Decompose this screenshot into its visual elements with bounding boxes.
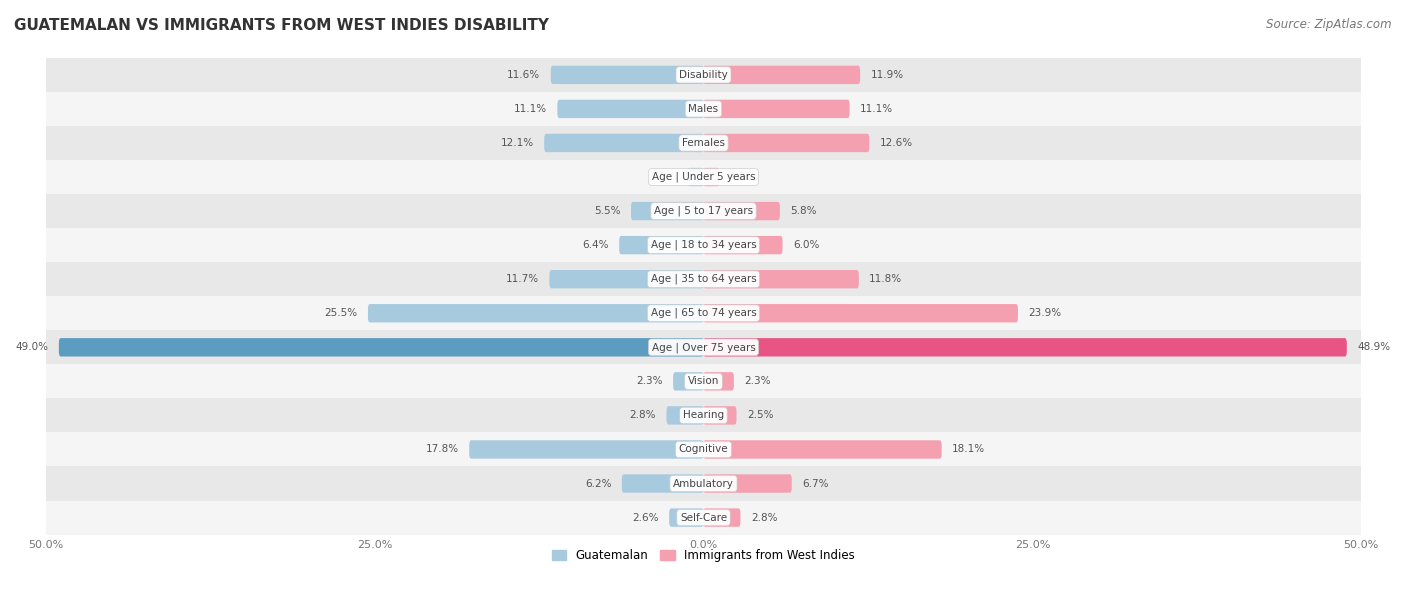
FancyBboxPatch shape (551, 65, 703, 84)
FancyBboxPatch shape (703, 202, 780, 220)
FancyBboxPatch shape (673, 372, 703, 390)
Text: Age | Under 5 years: Age | Under 5 years (651, 172, 755, 182)
Text: Vision: Vision (688, 376, 720, 386)
FancyBboxPatch shape (703, 406, 737, 425)
Text: 18.1%: 18.1% (952, 444, 986, 455)
Text: 11.6%: 11.6% (508, 70, 540, 80)
FancyBboxPatch shape (557, 100, 703, 118)
Bar (46, 330, 1361, 364)
Bar (46, 398, 1361, 433)
FancyBboxPatch shape (703, 372, 734, 390)
Text: 12.1%: 12.1% (501, 138, 534, 148)
Text: Cognitive: Cognitive (679, 444, 728, 455)
Text: 12.6%: 12.6% (880, 138, 912, 148)
Text: 5.5%: 5.5% (595, 206, 620, 216)
Text: 2.6%: 2.6% (633, 513, 659, 523)
Text: Age | 65 to 74 years: Age | 65 to 74 years (651, 308, 756, 318)
FancyBboxPatch shape (703, 100, 849, 118)
Text: 5.8%: 5.8% (790, 206, 817, 216)
FancyBboxPatch shape (666, 406, 703, 425)
Text: 11.8%: 11.8% (869, 274, 903, 284)
Text: GUATEMALAN VS IMMIGRANTS FROM WEST INDIES DISABILITY: GUATEMALAN VS IMMIGRANTS FROM WEST INDIE… (14, 18, 550, 34)
FancyBboxPatch shape (703, 168, 720, 186)
FancyBboxPatch shape (703, 270, 859, 288)
Bar (46, 501, 1361, 535)
Bar (46, 364, 1361, 398)
FancyBboxPatch shape (544, 134, 703, 152)
Text: 17.8%: 17.8% (426, 444, 458, 455)
Bar (46, 228, 1361, 262)
Text: 11.1%: 11.1% (513, 104, 547, 114)
Bar (46, 466, 1361, 501)
FancyBboxPatch shape (688, 168, 703, 186)
Text: 1.2%: 1.2% (730, 172, 756, 182)
FancyBboxPatch shape (669, 509, 703, 527)
Text: Age | 5 to 17 years: Age | 5 to 17 years (654, 206, 754, 216)
Text: Source: ZipAtlas.com: Source: ZipAtlas.com (1267, 18, 1392, 31)
FancyBboxPatch shape (703, 304, 1018, 323)
Text: 25.5%: 25.5% (325, 308, 357, 318)
FancyBboxPatch shape (703, 474, 792, 493)
Text: 2.3%: 2.3% (636, 376, 662, 386)
Bar (46, 126, 1361, 160)
FancyBboxPatch shape (703, 440, 942, 458)
Bar (46, 296, 1361, 330)
Text: 2.8%: 2.8% (751, 513, 778, 523)
Text: Self-Care: Self-Care (681, 513, 727, 523)
Text: Ambulatory: Ambulatory (673, 479, 734, 488)
Text: 1.2%: 1.2% (651, 172, 678, 182)
Text: 2.3%: 2.3% (744, 376, 770, 386)
FancyBboxPatch shape (703, 65, 860, 84)
Text: 6.0%: 6.0% (793, 240, 820, 250)
Text: Hearing: Hearing (683, 411, 724, 420)
FancyBboxPatch shape (59, 338, 703, 357)
Text: Males: Males (689, 104, 718, 114)
Bar (46, 58, 1361, 92)
Text: 6.2%: 6.2% (585, 479, 612, 488)
FancyBboxPatch shape (703, 338, 1347, 357)
Text: Disability: Disability (679, 70, 728, 80)
Text: Age | Over 75 years: Age | Over 75 years (651, 342, 755, 353)
Text: 11.7%: 11.7% (506, 274, 538, 284)
FancyBboxPatch shape (470, 440, 703, 458)
FancyBboxPatch shape (631, 202, 703, 220)
Text: 2.5%: 2.5% (747, 411, 773, 420)
Text: 23.9%: 23.9% (1028, 308, 1062, 318)
FancyBboxPatch shape (368, 304, 703, 323)
Text: Females: Females (682, 138, 725, 148)
Text: Age | 18 to 34 years: Age | 18 to 34 years (651, 240, 756, 250)
FancyBboxPatch shape (703, 509, 741, 527)
FancyBboxPatch shape (550, 270, 703, 288)
Bar (46, 194, 1361, 228)
Bar (46, 92, 1361, 126)
Text: 11.9%: 11.9% (870, 70, 904, 80)
Text: 2.8%: 2.8% (630, 411, 657, 420)
Bar (46, 262, 1361, 296)
Text: 49.0%: 49.0% (15, 342, 48, 353)
Text: 48.9%: 48.9% (1357, 342, 1391, 353)
Bar (46, 433, 1361, 466)
FancyBboxPatch shape (703, 134, 869, 152)
Text: 11.1%: 11.1% (860, 104, 893, 114)
Text: 6.7%: 6.7% (803, 479, 828, 488)
FancyBboxPatch shape (621, 474, 703, 493)
Legend: Guatemalan, Immigrants from West Indies: Guatemalan, Immigrants from West Indies (547, 545, 859, 567)
FancyBboxPatch shape (619, 236, 703, 255)
FancyBboxPatch shape (703, 236, 783, 255)
Text: Age | 35 to 64 years: Age | 35 to 64 years (651, 274, 756, 285)
Text: 6.4%: 6.4% (582, 240, 609, 250)
Bar (46, 160, 1361, 194)
